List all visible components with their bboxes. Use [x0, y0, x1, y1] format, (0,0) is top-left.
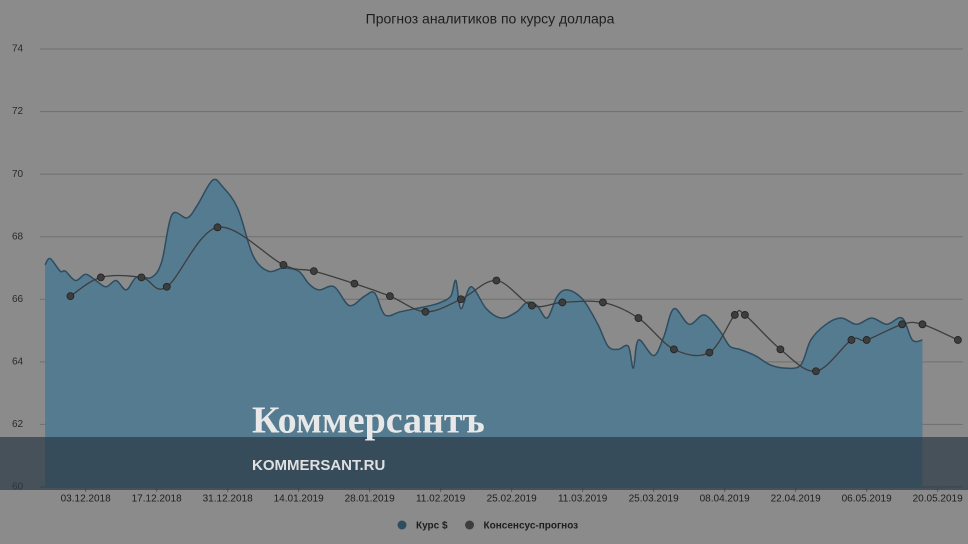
legend-label[interactable]: Курс $ — [416, 521, 448, 532]
consensus-point — [776, 345, 785, 354]
watermark-brand: Коммерсантъ — [252, 400, 485, 442]
x-tick-label: 25.03.2019 — [629, 494, 679, 505]
consensus-point — [918, 320, 927, 329]
x-tick-label: 06.05.2019 — [842, 494, 892, 505]
x-tick-label: 08.04.2019 — [700, 494, 750, 505]
x-tick-label: 11.02.2019 — [416, 494, 466, 505]
consensus-point — [847, 336, 856, 344]
consensus-point — [730, 311, 739, 319]
consensus-point — [670, 345, 678, 354]
legend-label[interactable]: Консенсус-прогноз — [484, 521, 579, 532]
legend-marker[interactable] — [397, 520, 407, 530]
consensus-point — [599, 298, 607, 307]
consensus-point — [66, 292, 75, 301]
consensus-point — [898, 320, 907, 329]
consensus-point — [812, 367, 820, 376]
x-tick-label: 11.03.2019 — [558, 494, 608, 505]
consensus-point — [96, 273, 105, 282]
x-tick-label: 31.12.2018 — [203, 494, 253, 505]
x-tick-label: 22.04.2019 — [771, 494, 821, 505]
y-tick-label: 74 — [12, 44, 24, 55]
chart-title: Прогноз аналитиков по курсу доллара — [366, 11, 615, 27]
consensus-point — [350, 279, 359, 288]
x-tick-label: 17.12.2018 — [132, 494, 182, 505]
consensus-point — [279, 260, 288, 269]
consensus-point — [634, 314, 643, 322]
legend: Курс $ Консенсус-прогноз — [397, 520, 579, 532]
y-tick-label: 66 — [12, 294, 24, 305]
y-tick-label: 64 — [12, 356, 24, 367]
consensus-point — [386, 292, 394, 301]
consensus-point — [213, 223, 222, 232]
x-tick-label: 03.12.2018 — [61, 494, 111, 505]
consensus-point — [954, 336, 962, 344]
consensus-point — [457, 295, 465, 304]
y-tick-label: 68 — [12, 231, 24, 242]
y-tick-label: 70 — [12, 169, 24, 180]
y-tick-label: 62 — [12, 419, 24, 430]
consensus-point — [741, 311, 749, 319]
consensus-point — [137, 273, 146, 282]
plot-area: 606264666870727403.12.201817.12.201831.1… — [12, 44, 963, 505]
consensus-point — [421, 307, 430, 316]
consensus-point — [558, 298, 567, 307]
x-tick-label: 28.01.2019 — [345, 494, 395, 505]
legend-marker[interactable] — [465, 520, 475, 530]
consensus-point — [528, 301, 536, 310]
x-tick-label: 20.05.2019 — [913, 494, 963, 505]
consensus-point — [862, 336, 871, 344]
consensus-point — [492, 276, 501, 285]
watermark-band — [0, 437, 968, 490]
consensus-point — [309, 267, 318, 276]
x-tick-label: 14.01.2019 — [274, 494, 324, 505]
x-tick-label: 25.02.2019 — [487, 494, 537, 505]
watermark-site: KOMMERSANT.RU — [252, 457, 385, 474]
consensus-point — [162, 282, 171, 291]
consensus-line — [70, 226, 959, 372]
consensus-point — [705, 348, 714, 357]
rate-line — [44, 178, 923, 370]
rate-area — [45, 179, 923, 487]
y-tick-label: 72 — [12, 106, 24, 117]
